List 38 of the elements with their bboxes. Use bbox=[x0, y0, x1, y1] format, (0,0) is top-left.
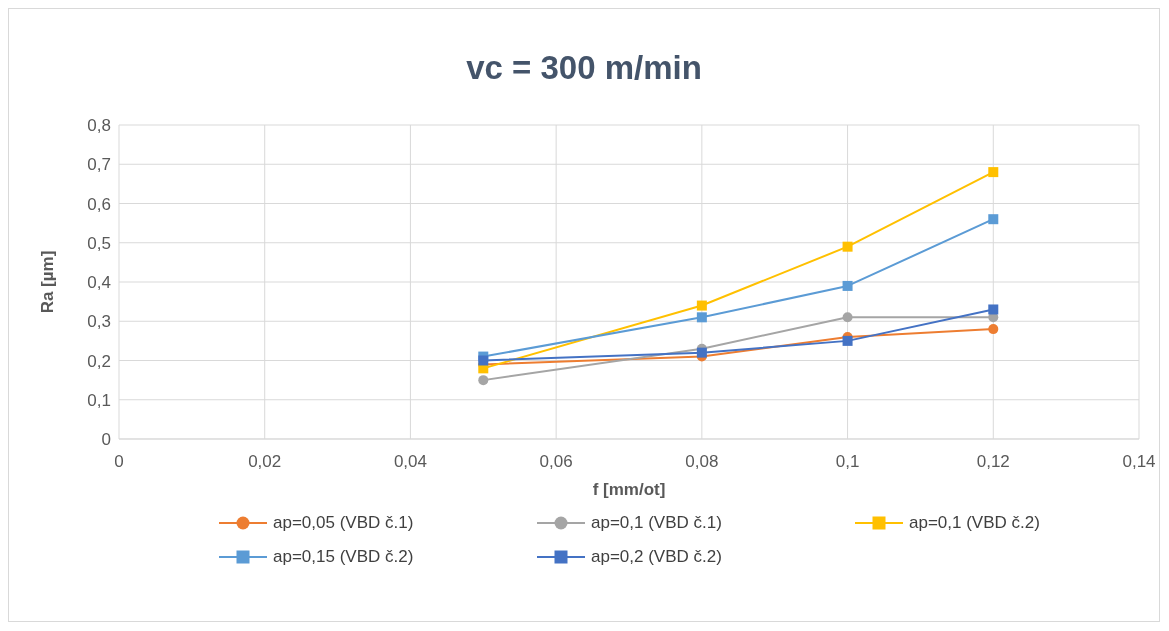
point bbox=[696, 300, 707, 311]
point bbox=[988, 304, 999, 315]
y-tick-label: 0,6 bbox=[87, 194, 111, 214]
x-tick-label: 0,12 bbox=[976, 452, 1010, 472]
y-tick-label: 0 bbox=[101, 430, 111, 450]
legend-label: ap=0,1 (VBD č.2) bbox=[909, 513, 1040, 533]
x-tick-label: 0,02 bbox=[248, 452, 282, 472]
point bbox=[988, 324, 999, 335]
legend-label: ap=0,1 (VBD č.1) bbox=[591, 513, 722, 533]
y-tick-label: 0,3 bbox=[87, 312, 111, 332]
y-tick-label: 0,1 bbox=[87, 390, 111, 410]
point bbox=[988, 167, 999, 178]
y-tick-label: 0,2 bbox=[87, 351, 111, 371]
legend-label: ap=0,15 (VBD č.2) bbox=[273, 547, 414, 567]
point bbox=[478, 375, 489, 386]
legend-label: ap=0,2 (VBD č.2) bbox=[591, 547, 722, 567]
x-tick-label: 0,14 bbox=[1122, 452, 1156, 472]
point bbox=[696, 347, 707, 358]
y-tick-label: 0,8 bbox=[87, 116, 111, 136]
y-tick-label: 0,4 bbox=[87, 273, 111, 293]
x-axis-title: f [mm/ot] bbox=[592, 480, 666, 499]
legend-label: ap=0,05 (VBD č.1) bbox=[273, 513, 414, 533]
x-tick-label: 0,04 bbox=[393, 452, 427, 472]
y-tick-label: 0,7 bbox=[87, 155, 111, 175]
x-tick-label: 0,06 bbox=[539, 452, 573, 472]
x-tick-label: 0,08 bbox=[685, 452, 719, 472]
x-tick-label: 0 bbox=[114, 452, 124, 472]
point bbox=[478, 355, 489, 366]
x-tick-label: 0,1 bbox=[835, 452, 860, 472]
y-tick-label: 0,5 bbox=[87, 233, 111, 253]
point bbox=[988, 214, 999, 225]
point bbox=[842, 335, 853, 346]
point bbox=[842, 241, 853, 252]
point bbox=[842, 280, 853, 291]
point bbox=[696, 312, 707, 323]
y-axis-title: Ra [µm] bbox=[38, 250, 58, 314]
point bbox=[842, 312, 853, 323]
chart-title: vc = 300 m/min bbox=[465, 48, 703, 88]
